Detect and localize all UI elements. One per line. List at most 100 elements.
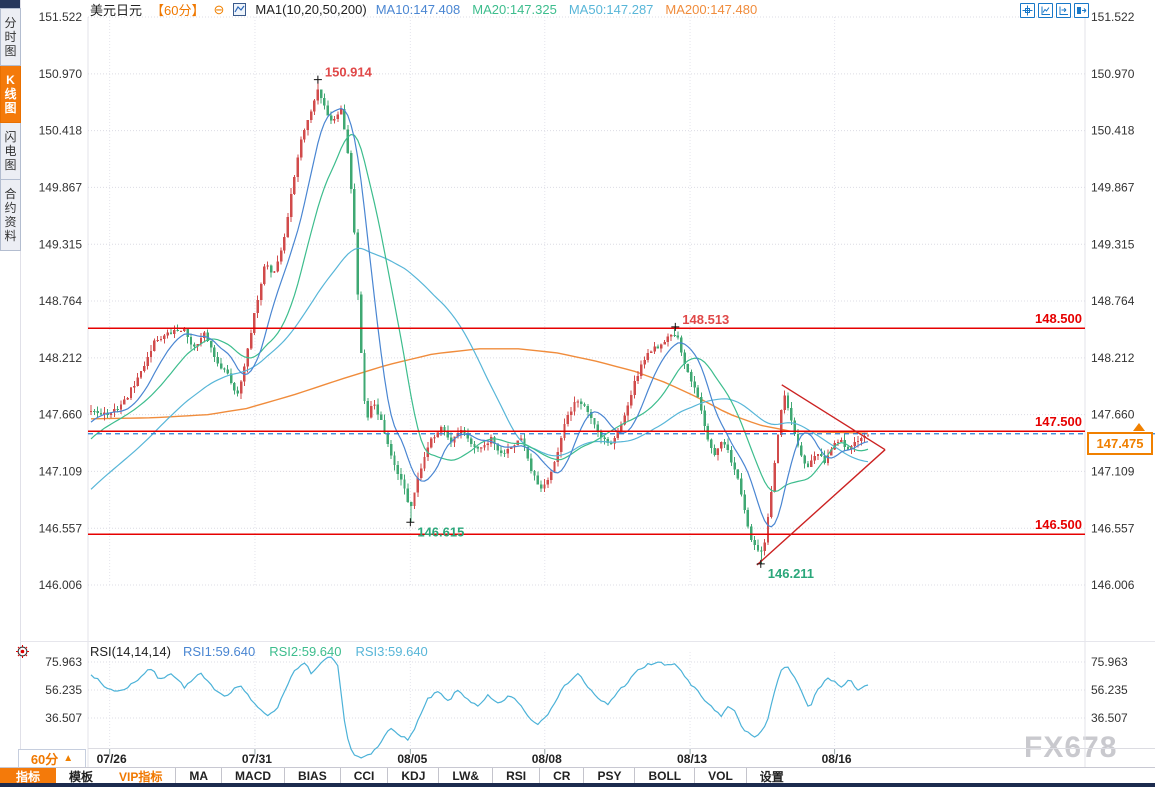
toolbar-item-boll[interactable]: BOLL [634, 768, 694, 784]
candle-body [453, 436, 456, 443]
date-label: 08/05 [397, 752, 427, 766]
price-level-label: 148.500 [1035, 311, 1082, 326]
y-axis-label-left: 149.315 [39, 237, 83, 251]
sidebar-tab-contract-info[interactable]: 合约资料 [0, 180, 21, 251]
candle-body [186, 329, 189, 338]
candle-body [663, 341, 666, 345]
candle-body [199, 337, 203, 345]
toolbar-item-cci[interactable]: CCI [339, 768, 388, 784]
rsi-header: RSI(14,14,14) RSI1:59.640 RSI2:59.640 RSI3… [90, 644, 428, 659]
candle-body [429, 438, 433, 448]
candle-body [803, 455, 806, 464]
chart-type-sidebar: 分时图 K线图 闪电图 合约资料 [0, 8, 21, 251]
dropdown-arrow-icon: ▲ [63, 752, 74, 764]
toolbar-item-macd[interactable]: MACD [221, 768, 284, 784]
high-annotation: 150.914 [325, 65, 373, 80]
rsi-settings-icon[interactable] [15, 644, 30, 664]
candle-body [626, 405, 630, 416]
toolbar-item-rsi[interactable]: RSI [492, 768, 539, 784]
toolbar-item-lw[interactable]: LW& [438, 768, 492, 784]
candle-body [339, 108, 343, 115]
sidebar-tab-kline-chart[interactable]: K线图 [0, 66, 21, 123]
timeframe-selector[interactable]: 60分 ▲ [18, 749, 86, 768]
candle-body [333, 119, 336, 121]
candle-body [369, 405, 373, 418]
candle-body [693, 381, 696, 388]
candle-body [306, 120, 309, 131]
sidebar-tab-time-share-chart[interactable]: 分时图 [0, 8, 21, 66]
candle-body [826, 455, 830, 463]
timeframe-selector-label: 60分 [30, 752, 59, 767]
collapse-panel-icon[interactable]: ⊖ [213, 2, 225, 17]
candle-body [173, 330, 176, 334]
candle-body [403, 479, 406, 489]
candle-body [860, 437, 863, 442]
toolbar-item-cr[interactable]: CR [539, 768, 583, 784]
crosshair-icon[interactable] [1020, 3, 1035, 18]
candle-body [866, 435, 870, 437]
candle-body [316, 89, 319, 101]
candle-body [419, 468, 423, 478]
candle-body [710, 439, 713, 448]
sidebar-tab-flash-chart[interactable]: 闪电图 [0, 123, 21, 180]
candle-body [376, 404, 379, 415]
y-axis-label-right: 146.006 [1091, 578, 1135, 592]
candle-body [519, 438, 523, 441]
chart-style-icon[interactable] [233, 3, 247, 16]
toolbar-item-psy[interactable]: PSY [583, 768, 634, 784]
candle-body [830, 449, 833, 456]
candle-body [570, 411, 573, 416]
page-forward-icon[interactable] [1074, 3, 1089, 18]
candle-body [539, 484, 543, 489]
candle-body [116, 408, 119, 410]
candle-body [366, 400, 369, 418]
candle-body [203, 332, 206, 338]
candle-body [566, 415, 570, 425]
toolbar-item-vip-indicators[interactable]: VIP指标 [119, 769, 163, 784]
date-label: 08/08 [532, 752, 562, 766]
date-label: 08/13 [677, 752, 707, 766]
candle-body [466, 433, 470, 439]
zoom-scale-icon[interactable] [1038, 3, 1053, 18]
y-axis-label-right: 147.109 [1091, 464, 1135, 478]
candle-body [726, 444, 730, 450]
candle-body [193, 344, 196, 347]
y-axis-label-right: 150.970 [1091, 67, 1135, 81]
candle-body [283, 237, 286, 251]
y-axis-label-left: 150.418 [39, 124, 83, 138]
candle-body [676, 335, 680, 338]
candle-body [396, 465, 399, 475]
scroll-chart-icon[interactable] [1056, 3, 1071, 18]
candle-body [816, 454, 820, 457]
rsi-values-group: RSI1:59.640 RSI2:59.640 RSI3:59.640 [183, 644, 428, 659]
candle-body [640, 364, 643, 377]
candle-body [393, 455, 396, 466]
toolbar-item-bias[interactable]: BIAS [284, 768, 340, 784]
rsi-axis-label-left: 75.963 [45, 655, 82, 669]
candle-body [613, 437, 616, 444]
toolbar-item-indicators[interactable]: 指标 [0, 768, 57, 784]
candle-body [840, 440, 843, 442]
candle-body [336, 114, 339, 120]
candle-body [313, 100, 316, 112]
toolbar-item-vol[interactable]: VOL [694, 768, 746, 784]
candle-body [740, 478, 743, 495]
candle-body [583, 403, 586, 406]
sidebar-divider [20, 0, 21, 767]
candle-body [623, 415, 626, 425]
candle-body [236, 390, 239, 394]
chart-window-controls [1020, 3, 1089, 18]
toolbar-item-settings[interactable]: 设置 [745, 768, 797, 784]
candle-body [363, 352, 366, 401]
candle-body [389, 443, 393, 456]
toolbar-item-templates[interactable]: 模板 [69, 769, 94, 784]
candle-body [296, 157, 299, 178]
toolbar-item-kdj[interactable]: KDJ [387, 768, 438, 784]
toolbar-item-ma[interactable]: MA [175, 768, 221, 784]
candle-body [266, 265, 269, 267]
candle-body [343, 108, 346, 130]
candle-body [773, 462, 776, 493]
ma20-line [90, 133, 869, 493]
y-axis-label-left: 149.867 [39, 180, 83, 194]
